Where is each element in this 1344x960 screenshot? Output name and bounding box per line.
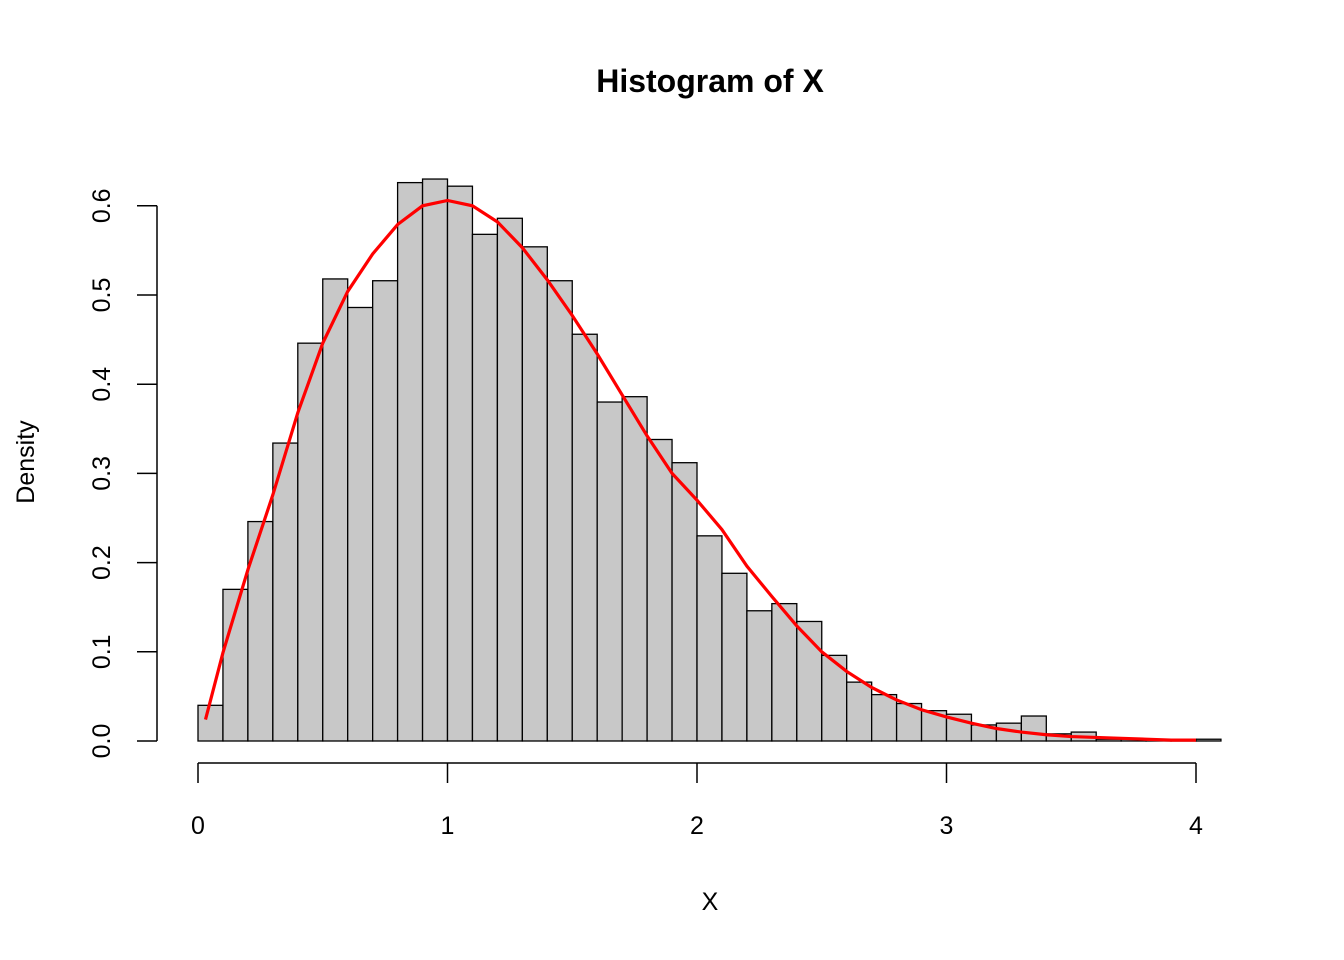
x-tick-label: 3	[940, 812, 954, 840]
histogram-bars	[197, 178, 1222, 742]
density-curve	[203, 198, 1196, 742]
histogram-bar	[846, 681, 873, 742]
histogram-bar	[1020, 715, 1047, 742]
histogram-bar	[621, 396, 648, 742]
histogram-bar	[696, 535, 723, 742]
histogram-bar	[371, 280, 399, 742]
histogram-bar	[1195, 738, 1222, 742]
histogram-bar	[746, 610, 773, 742]
histogram-bar	[496, 217, 523, 742]
histogram-bar	[272, 442, 299, 742]
y-tick-label: 0.0	[88, 724, 116, 759]
histogram-bar	[421, 178, 449, 742]
histogram-bar	[521, 246, 548, 742]
x-axis: 0 1 2 3 4	[191, 762, 1203, 840]
histogram-bar	[646, 438, 673, 742]
y-tick-label: 0.6	[88, 188, 116, 223]
y-tick-label: 0.3	[88, 456, 116, 491]
histogram-bar	[396, 181, 424, 742]
histogram-bar	[571, 333, 598, 742]
histogram-bar	[546, 280, 573, 742]
y-axis: 0.0 0.1 0.2 0.3 0.4 0.5 0.6	[88, 188, 158, 759]
histogram-bar	[197, 704, 224, 742]
histogram-bar	[796, 620, 823, 742]
y-tick-label: 0.5	[88, 278, 116, 313]
histogram-bar	[721, 572, 748, 742]
x-axis-label: X	[702, 888, 719, 916]
y-axis-label: Density	[12, 420, 40, 504]
histogram-bar	[347, 306, 374, 742]
y-tick-label: 0.1	[88, 634, 116, 669]
x-tick-label: 0	[191, 812, 205, 840]
x-tick-label: 4	[1189, 812, 1203, 840]
histogram-bar	[446, 185, 474, 742]
histogram-bar	[322, 278, 349, 742]
x-tick-label: 1	[441, 812, 455, 840]
histogram-bar	[596, 401, 623, 742]
chart-title: Histogram of X	[596, 63, 824, 99]
histogram-bar	[671, 462, 698, 742]
histogram-bar	[871, 693, 898, 742]
x-tick-label: 2	[690, 812, 704, 840]
histogram-bar	[771, 602, 798, 742]
y-tick-label: 0.4	[88, 367, 116, 402]
y-tick-label: 0.2	[88, 545, 116, 580]
histogram-bar	[471, 233, 499, 742]
